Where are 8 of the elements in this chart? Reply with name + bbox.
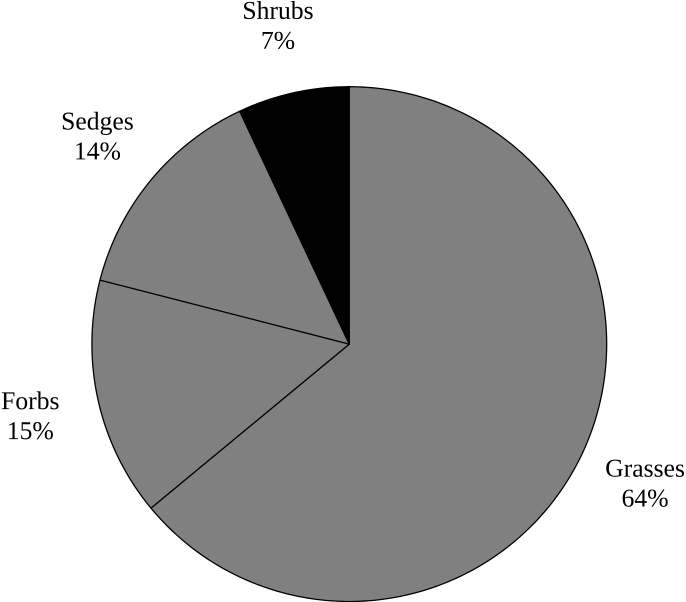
slice-label: Shrubs [244, 1, 313, 20]
slice-label: Forbs [2, 391, 59, 410]
slice-label: Sedges [62, 112, 133, 135]
data-label: 7% [262, 32, 294, 50]
data-label: 15% [9, 422, 53, 440]
slice-label: Grasses [606, 460, 684, 477]
data-label: 14% [76, 142, 120, 160]
data-label: 64% [622, 489, 668, 507]
